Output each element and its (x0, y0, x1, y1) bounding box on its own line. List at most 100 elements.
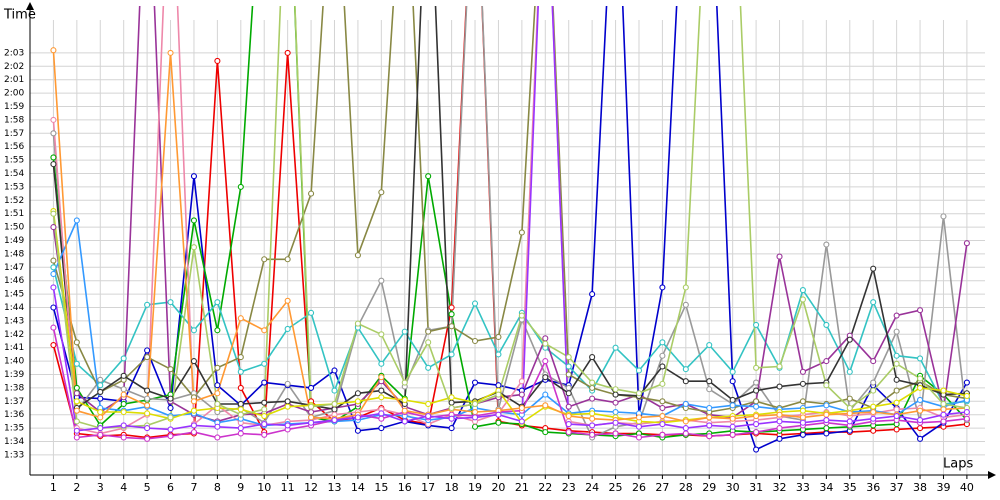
data-point (73, 339, 80, 346)
data-point (401, 418, 408, 425)
data-point (50, 264, 57, 271)
y-tick-label: 1:44 (4, 303, 24, 313)
data-point (73, 390, 80, 397)
data-point (167, 49, 174, 56)
data-point (308, 309, 315, 316)
x-tick-label: 22 (538, 481, 552, 494)
data-point (893, 312, 900, 319)
y-tick-label: 2:02 (4, 62, 24, 72)
data-point (190, 244, 198, 251)
data-point (73, 407, 80, 414)
data-point (97, 388, 104, 395)
data-point (97, 382, 104, 389)
data-point (799, 368, 806, 375)
data-point (190, 407, 198, 414)
y-tick-label: 1:55 (4, 156, 24, 166)
data-point (425, 173, 432, 180)
data-point (73, 434, 80, 441)
data-point (97, 376, 104, 383)
data-point (776, 383, 783, 390)
data-point (542, 402, 549, 409)
data-point (729, 415, 736, 422)
plot-area (50, 6, 970, 453)
x-tick-label: 18 (445, 481, 459, 494)
data-point (518, 378, 525, 385)
data-point (682, 378, 689, 385)
data-point (331, 387, 338, 394)
data-point (870, 408, 877, 416)
x-tick-label: 25 (609, 481, 623, 494)
data-point (144, 395, 151, 402)
x-tick-label: 20 (491, 481, 505, 494)
x-tick-label: 3 (97, 481, 104, 494)
x-tick-label: 6 (167, 481, 174, 494)
data-point (940, 387, 947, 394)
data-point (565, 421, 572, 428)
y-tick-label: 1:49 (4, 236, 24, 246)
x-tick-label: 4 (120, 481, 127, 494)
y-tick-label: 1:46 (4, 276, 24, 286)
data-point (50, 116, 57, 123)
data-point (916, 355, 924, 362)
data-point (214, 434, 221, 441)
data-point (565, 354, 572, 361)
data-point (471, 423, 479, 430)
data-point (214, 327, 221, 334)
data-point (659, 421, 666, 428)
data-point (448, 304, 455, 311)
data-point (776, 253, 783, 260)
data-point (144, 301, 151, 308)
data-point (776, 411, 783, 418)
data-point (261, 406, 268, 413)
data-point (659, 398, 666, 405)
data-point (963, 392, 970, 399)
data-point (284, 49, 291, 56)
data-point (73, 418, 80, 425)
data-point (682, 366, 689, 373)
y-tick-label: 1:47 (4, 263, 24, 273)
data-point (495, 382, 502, 389)
data-point (190, 398, 198, 405)
x-tick-label: 37 (890, 481, 904, 494)
data-point (659, 284, 666, 291)
data-point (870, 358, 877, 365)
data-point (50, 130, 57, 137)
data-point (916, 407, 924, 414)
data-point (50, 210, 57, 217)
data-point (378, 410, 385, 417)
series-line (52, 217, 968, 427)
data-point (448, 404, 455, 412)
data-point (823, 430, 830, 437)
data-point (846, 336, 853, 343)
data-point (963, 379, 970, 386)
data-point (50, 154, 57, 161)
series-line (52, 327, 967, 440)
data-point (870, 427, 877, 434)
data-point (753, 429, 760, 436)
data-point (940, 400, 947, 408)
data-point (448, 311, 455, 318)
data-point (471, 337, 479, 345)
data-point (542, 429, 549, 436)
y-tick-label: 1:42 (4, 330, 24, 340)
data-point (331, 417, 338, 424)
data-point (448, 351, 455, 358)
data-point (73, 217, 80, 224)
data-point (261, 379, 268, 386)
x-tick-label: 11 (281, 481, 295, 494)
data-point (799, 407, 806, 414)
data-point (354, 252, 361, 259)
data-point (682, 430, 689, 437)
data-point (448, 399, 455, 406)
x-tick-label: 32 (773, 481, 787, 494)
data-point (706, 414, 713, 421)
data-point (167, 366, 174, 373)
x-tick-label: 19 (468, 481, 482, 494)
y-tick-label: 1:35 (4, 424, 24, 434)
data-point (214, 57, 221, 64)
data-point (237, 368, 244, 375)
data-point (659, 431, 666, 438)
data-point (448, 323, 455, 330)
data-point (214, 423, 221, 430)
data-point (425, 339, 432, 346)
